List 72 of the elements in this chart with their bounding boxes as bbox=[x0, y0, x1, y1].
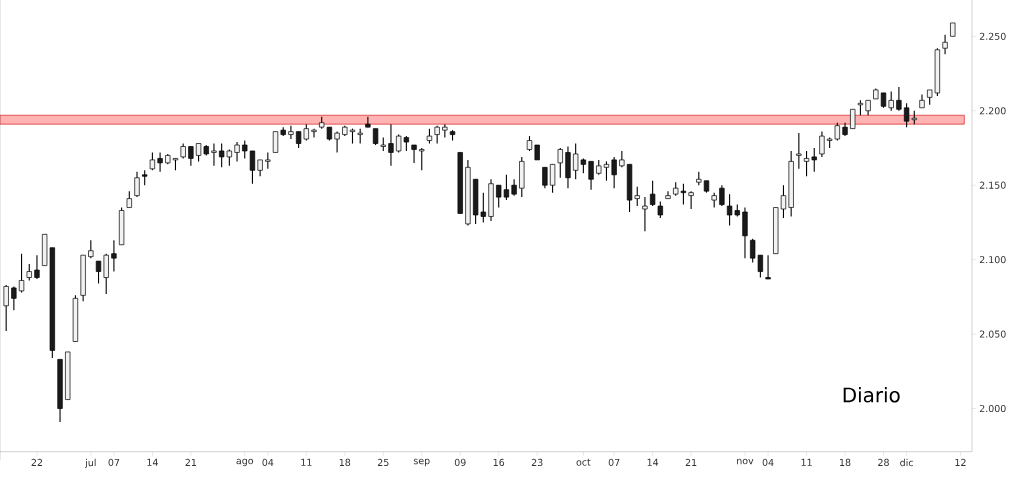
x-tick-label: dic bbox=[900, 458, 913, 467]
x-tick-label: oct bbox=[576, 458, 591, 466]
x-tick-label: 14 bbox=[147, 458, 158, 466]
candlestick bbox=[588, 160, 594, 191]
x-tick-label: nov bbox=[737, 458, 754, 465]
candlestick bbox=[611, 156, 617, 189]
x-tick-label: jul bbox=[85, 458, 96, 469]
candlestick bbox=[634, 186, 640, 207]
x-tick-label: 04 bbox=[262, 458, 274, 467]
y-tick-label: 2.100 bbox=[979, 256, 1006, 264]
candlestick bbox=[388, 123, 394, 167]
x-tick-label: 14 bbox=[647, 458, 659, 466]
x-tick-label: 12 bbox=[955, 458, 966, 466]
candlestick bbox=[942, 34, 948, 55]
x-tick-label: 18 bbox=[840, 458, 851, 467]
y-tick-label: 2.000 bbox=[979, 404, 1006, 413]
y-tick-label: 2.050 bbox=[979, 330, 1006, 338]
candlestick bbox=[234, 141, 240, 162]
candlestick bbox=[188, 145, 194, 167]
x-tick-label: 25 bbox=[377, 458, 389, 467]
x-tick-label: ago bbox=[236, 458, 254, 467]
candlestick bbox=[549, 163, 556, 194]
candlestick bbox=[434, 125, 440, 145]
annotation: Diario bbox=[843, 387, 900, 403]
candlestick bbox=[649, 180, 656, 207]
candlestick bbox=[288, 125, 294, 140]
candlestick bbox=[411, 144, 417, 164]
candlestick bbox=[688, 190, 694, 210]
x-tick-label: 09 bbox=[454, 458, 466, 467]
candlestick bbox=[850, 108, 856, 130]
candlestick bbox=[211, 142, 217, 167]
candlestick bbox=[157, 151, 163, 173]
candlestick bbox=[542, 166, 548, 189]
x-tick-label: 28 bbox=[878, 458, 889, 467]
candlestick bbox=[719, 184, 725, 207]
y-tick-label: 2.200 bbox=[979, 107, 1006, 115]
candlestick bbox=[18, 253, 25, 293]
candlestick bbox=[311, 128, 317, 139]
candlestick bbox=[557, 147, 563, 179]
candlestick bbox=[665, 190, 671, 200]
candlestick bbox=[819, 131, 825, 158]
x-tick-label: 21 bbox=[685, 458, 697, 466]
y-tick-label: 2.150 bbox=[979, 181, 1006, 189]
candlestick bbox=[780, 184, 787, 219]
x-tick-label: 04 bbox=[762, 458, 774, 467]
x-tick-label: 11 bbox=[801, 458, 812, 466]
candlestick bbox=[365, 116, 371, 128]
candlestick bbox=[3, 284, 9, 332]
candlestick bbox=[34, 254, 40, 280]
x-tick-label: 22 bbox=[31, 458, 43, 466]
x-tick-label: 07 bbox=[108, 458, 120, 467]
candlestick bbox=[742, 206, 748, 259]
candlestick bbox=[642, 196, 648, 232]
candlestick bbox=[103, 253, 109, 295]
candlestick bbox=[11, 285, 17, 311]
x-tick-label: 21 bbox=[185, 458, 197, 466]
candlestick bbox=[134, 171, 140, 198]
candlestick bbox=[765, 254, 771, 280]
x-tick-label: 23 bbox=[531, 458, 543, 467]
candlestick bbox=[896, 86, 902, 112]
candlestick bbox=[272, 131, 279, 154]
x-tick-label: 11 bbox=[301, 458, 312, 466]
candlestick bbox=[796, 132, 802, 170]
x-tick-label: 07 bbox=[608, 458, 620, 467]
x-tick-label: 18 bbox=[339, 458, 351, 467]
candlestick bbox=[95, 260, 102, 285]
x-tick-label: sep bbox=[413, 458, 430, 467]
candlestick bbox=[419, 147, 425, 171]
candlestick bbox=[888, 90, 894, 112]
candlestick bbox=[111, 239, 117, 273]
x-tick-label: 16 bbox=[493, 458, 505, 467]
y-tick-label: 2.250 bbox=[979, 32, 1006, 40]
